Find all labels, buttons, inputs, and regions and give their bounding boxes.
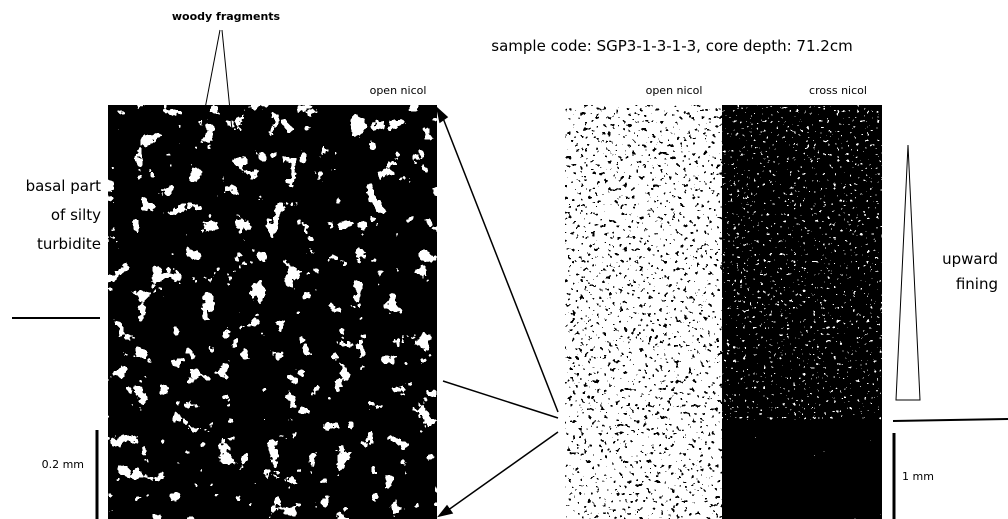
boundary-line — [893, 419, 1008, 421]
side-label: upward — [942, 250, 998, 268]
micrograph-cross-nicol-base — [722, 420, 882, 519]
annotation: woody fragments — [172, 10, 281, 23]
title: sample code: SGP3-1-3-1-3, core depth: 7… — [491, 37, 852, 55]
micrograph-left — [108, 105, 437, 519]
side-label: of silty — [51, 206, 101, 224]
side-label: basal part — [26, 177, 102, 195]
scale-label: 1 mm — [902, 470, 934, 483]
side-label: fining — [956, 275, 998, 293]
micrograph-open-nicol — [565, 105, 722, 519]
panel-label: cross nicol — [809, 84, 867, 97]
micrograph-cross-nicol — [722, 105, 882, 420]
fining-triangle — [896, 145, 920, 400]
panel-label: open nicol — [370, 84, 427, 97]
arrows — [437, 108, 558, 516]
panel-label: open nicol — [646, 84, 703, 97]
figure: sample code: SGP3-1-3-1-3, core depth: 7… — [0, 0, 1008, 519]
scale-label: 0.2 mm — [42, 458, 84, 471]
side-label: turbidite — [37, 235, 101, 253]
